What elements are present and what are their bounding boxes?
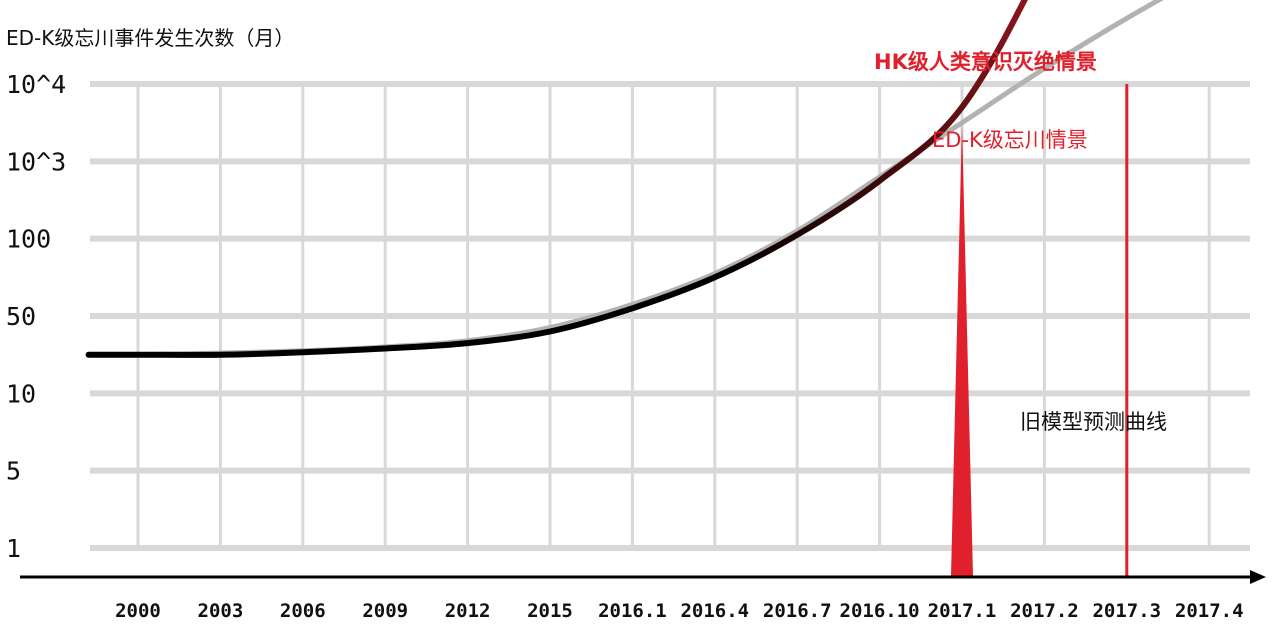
x-tick-label: 2015: [527, 600, 573, 622]
y-axis-ticks: 1 5 10 50 100 10^3 10^4: [6, 70, 66, 563]
x-tick-label: 2006: [280, 600, 326, 622]
x-tick-label: 2009: [362, 600, 408, 622]
x-tick-label: 2012: [445, 600, 491, 622]
series-new-trend-line: [85, 0, 1028, 358]
x-tick-label: 2016.1: [598, 600, 667, 622]
y-tick-label: 10: [6, 379, 36, 408]
x-tick-label: 2017.1: [928, 600, 997, 622]
x-tick-label: 2017.2: [1010, 600, 1079, 622]
y-tick-label: 5: [6, 457, 21, 486]
y-tick-label: 50: [6, 302, 36, 331]
series-layer: [85, 0, 1164, 358]
marker-layer: [951, 84, 1129, 577]
annotation-old-model: 旧模型预测曲线: [1020, 410, 1167, 434]
x-tick-label: 2000: [115, 600, 161, 622]
x-axis-arrow: [1250, 570, 1266, 584]
annotation-hk-scenario: HK级人类意识灭绝情景: [874, 50, 1097, 74]
x-tick-label: 2017.4: [1175, 600, 1244, 622]
y-axis-title: ED-K级忘川事件发生次数（月）: [6, 26, 294, 50]
y-tick-label: 100: [6, 225, 51, 254]
y-tick-label: 10^3: [6, 147, 66, 176]
grid: [90, 81, 1250, 551]
x-axis-ticks: 2000 2003 2006 2009 2012 2015 2016.1 2016.4 2016…: [115, 600, 1243, 622]
y-tick-label: 10^4: [6, 70, 66, 99]
axis-layer: [20, 570, 1266, 584]
x-tick-label: 2016.10: [840, 600, 920, 622]
spike-marker: [951, 122, 973, 577]
x-tick-label: 2003: [198, 600, 244, 622]
x-tick-label: 2016.4: [680, 600, 749, 622]
series-old-model-line: [86, 0, 1164, 358]
x-tick-label: 2017.3: [1092, 600, 1161, 622]
annotation-edk-scenario: ED-K级忘川情景: [932, 128, 1088, 152]
x-tick-label: 2016.7: [763, 600, 832, 622]
y-tick-label: 1: [6, 534, 21, 563]
